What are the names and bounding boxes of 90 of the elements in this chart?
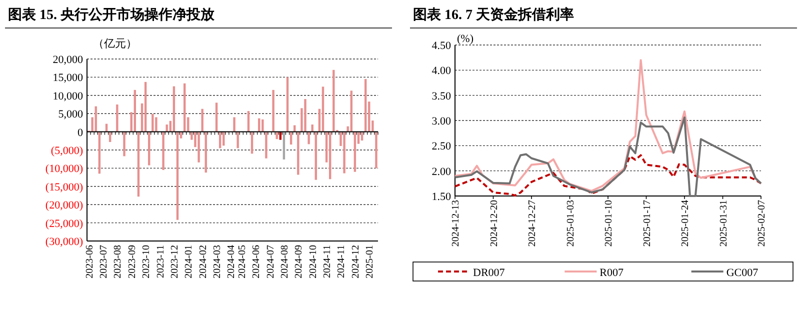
bar (311, 124, 314, 132)
bar (304, 99, 306, 132)
chart-title: 图表 16. 7 天资金拆借利率 (413, 6, 574, 23)
bar (172, 86, 176, 132)
bar (308, 132, 310, 144)
y-tick-label: (10,000) (45, 163, 84, 176)
x-tick-label: 2024-11 (336, 245, 348, 278)
x-tick-label: 2024-03 (212, 245, 224, 278)
y-tick-label: 4.00 (432, 65, 452, 78)
x-tick-label: 2024-12-20 (488, 200, 500, 247)
legend-label: GC007 (726, 267, 759, 279)
x-tick-label: 2024-12-13 (450, 200, 462, 247)
x-tick-label: 2023-12 (169, 245, 180, 278)
y-axis-title: (%) (457, 33, 474, 45)
bar (262, 119, 264, 132)
bar (350, 90, 352, 132)
x-tick-label: 2025-01-17 (642, 200, 653, 247)
y-tick-label: 4.50 (432, 40, 452, 52)
y-tick-label: (15,000) (45, 181, 84, 194)
bar (294, 125, 296, 132)
y-tick-label: (5,000) (50, 145, 84, 157)
x-tick-label: 2023-09 (126, 245, 138, 278)
bar (354, 132, 356, 172)
y-tick-label: 2.50 (432, 140, 452, 153)
bar (155, 117, 158, 132)
x-tick-label: 2025-01-03 (565, 200, 576, 247)
x-tick-label: 2024-05 (236, 245, 248, 278)
y-tick-label: (30,000) (45, 236, 84, 248)
bar (123, 132, 126, 156)
bar (201, 108, 204, 132)
x-tick-label: 2023-10 (141, 245, 152, 278)
x-tick-label: 2025-01-10 (604, 200, 614, 247)
x-tick-label: 2024-12 (350, 245, 362, 278)
legend-label: DR007 (473, 267, 506, 279)
bar (162, 132, 164, 170)
bar (215, 102, 218, 132)
bar (166, 124, 168, 132)
y-tick-label: 3.00 (432, 116, 452, 128)
y-tick-label: (20,000) (45, 200, 84, 212)
bar (265, 132, 268, 158)
y-tick-label: 10,000 (52, 90, 84, 102)
bar (364, 79, 367, 132)
bar (322, 86, 324, 132)
x-tick-label: 2025-02-07 (756, 200, 768, 247)
chart-title: 图表 15. 央行公开市场操作净投放 (8, 6, 216, 23)
x-tick-label: 2024-09 (294, 245, 305, 278)
y-tick-label: 20,000 (52, 54, 84, 66)
bar (272, 90, 274, 132)
bar (332, 70, 335, 132)
x-tick-label: 2024-01 (184, 245, 195, 278)
bar (198, 132, 200, 162)
bar (134, 90, 136, 132)
bar (236, 132, 239, 148)
x-tick-label: 2024-06 (251, 245, 262, 278)
x-tick-label: 2025-01-24 (680, 200, 691, 247)
y-tick-label: (25,000) (45, 218, 84, 230)
x-tick-label: 2024-07 (265, 245, 276, 278)
bar (314, 132, 317, 180)
x-tick-label: 2024-02 (198, 245, 209, 278)
bar (137, 132, 140, 197)
x-tick-label: 2025-01 (364, 245, 376, 278)
bar (297, 132, 300, 175)
bar (247, 111, 250, 132)
x-tick-label: 2023-06 (84, 245, 96, 278)
bar (343, 132, 346, 174)
y-tick-label: 0 (78, 126, 84, 139)
bar (183, 83, 186, 132)
y-tick-label: 2.00 (432, 166, 452, 178)
bar (286, 77, 289, 132)
y-axis-title: （亿元） (93, 38, 137, 50)
x-tick-label: 2023-11 (155, 245, 166, 278)
legend-label: R007 (600, 267, 624, 279)
y-tick-label: 5,000 (58, 108, 84, 121)
x-tick-label: 2024-08 (279, 245, 290, 278)
y-tick-label: 15,000 (52, 72, 84, 84)
bar (176, 132, 179, 220)
x-tick-label: 2024-11 (322, 245, 334, 278)
y-tick-label: 3.50 (432, 90, 452, 102)
bar (144, 82, 147, 132)
x-tick-label: 2024-10 (308, 245, 319, 278)
x-tick-label: 2025-01-31 (718, 200, 730, 247)
x-tick-label: 2024-04 (226, 245, 238, 278)
bar (233, 117, 236, 132)
bar (116, 104, 118, 132)
x-tick-label: 2023-08 (112, 245, 124, 278)
x-tick-label: 2023-07 (98, 245, 110, 278)
bar (152, 114, 154, 132)
bar (375, 132, 378, 168)
y-tick-label: 1.50 (432, 191, 452, 203)
x-tick-label: 2024-12-27 (527, 200, 538, 247)
